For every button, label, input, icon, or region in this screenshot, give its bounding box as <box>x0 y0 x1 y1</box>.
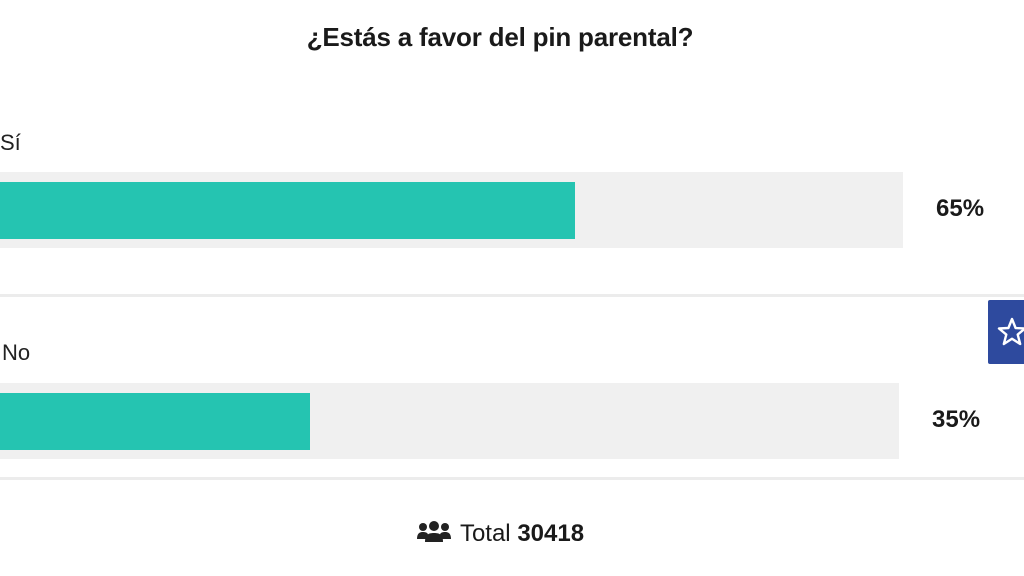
total-votes: Total 30418 <box>0 520 1000 550</box>
option-percent: 35% <box>932 406 981 433</box>
bar-fill <box>0 393 310 450</box>
bar-track <box>0 172 903 248</box>
total-count: 30418 <box>517 520 585 547</box>
option-label: Sí <box>0 130 21 155</box>
poll-option-si[interactable]: Sí 65% <box>0 120 1024 270</box>
option-label: No <box>2 340 31 365</box>
total-label: Total <box>459 520 511 547</box>
poll-option-no[interactable]: No 35% <box>0 332 1024 482</box>
bar-fill <box>0 182 575 239</box>
favorite-button[interactable] <box>988 300 1024 364</box>
users-icon <box>416 521 452 550</box>
option-percent: 65% <box>936 195 985 222</box>
divider <box>0 294 1024 297</box>
bar-track <box>0 383 899 459</box>
poll-title: ¿Estás a favor del pin parental? <box>306 22 694 52</box>
divider <box>0 477 1024 480</box>
